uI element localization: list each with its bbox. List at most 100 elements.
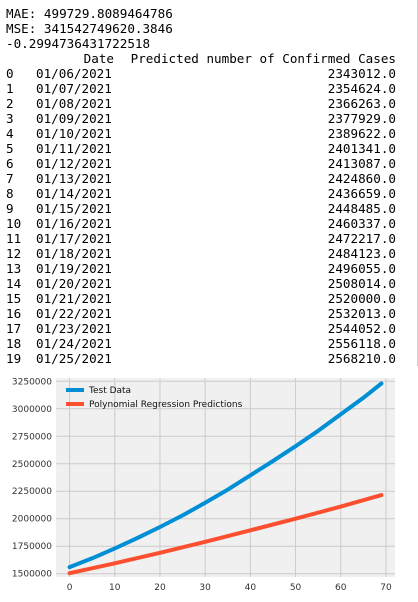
table-row: 10 01/16/2021 2460337.0 (6, 216, 418, 231)
row-date: 01/11/2021 (36, 141, 112, 156)
x-tick-label: 0 (67, 583, 73, 593)
mse-line: MSE: 341542749620.3846 (6, 21, 173, 36)
table-header: Date Predicted number of Confirmed Cases (6, 51, 418, 66)
row-predicted-value: 2568210.0 (327, 351, 396, 366)
row-predicted-value: 2366263.0 (327, 96, 396, 111)
table-row: 5 01/11/2021 2401341.0 (6, 141, 418, 156)
row-index: 18 (6, 336, 22, 351)
r2-line: -0.2994736431722518 (6, 36, 151, 51)
row-predicted-value: 2508014.0 (327, 276, 396, 291)
row-date: 01/20/2021 (36, 276, 112, 291)
row-date: 01/19/2021 (36, 261, 112, 276)
row-index: 10 (6, 216, 22, 231)
row-date: 01/12/2021 (36, 156, 112, 171)
y-tick-label: 1500000 (12, 570, 52, 580)
row-date: 01/18/2021 (36, 246, 112, 261)
table-row: 12 01/18/2021 2484123.0 (6, 246, 418, 261)
table-row: 16 01/22/2021 2532013.0 (6, 306, 418, 321)
x-tick-label: 70 (380, 583, 392, 593)
x-tick-label: 40 (245, 583, 257, 593)
row-index: 16 (6, 306, 22, 321)
table-row: 3 01/09/2021 2377929.0 (6, 111, 418, 126)
row-predicted-value: 2520000.0 (327, 291, 396, 306)
table-row: 1 01/07/2021 2354624.0 (6, 81, 418, 96)
y-tick-label: 2500000 (12, 460, 52, 470)
row-date: 01/21/2021 (36, 291, 112, 306)
row-date: 01/13/2021 (36, 171, 112, 186)
row-date: 01/24/2021 (36, 336, 112, 351)
table-row: 15 01/21/2021 2520000.0 (6, 291, 418, 306)
row-date: 01/23/2021 (36, 321, 112, 336)
table-row: 14 01/20/2021 2508014.0 (6, 276, 418, 291)
row-predicted-value: 2532013.0 (327, 306, 396, 321)
table-row: 19 01/25/2021 2568210.0 (6, 351, 418, 366)
table-row: 11 01/17/2021 2472217.0 (6, 231, 418, 246)
row-predicted-value: 2448485.0 (327, 201, 396, 216)
row-index: 8 (6, 186, 14, 201)
row-predicted-value: 2401341.0 (327, 141, 396, 156)
row-predicted-value: 2556118.0 (327, 336, 396, 351)
row-index: 15 (6, 291, 22, 306)
y-tick-label: 2750000 (12, 432, 52, 442)
row-date: 01/06/2021 (36, 66, 112, 81)
x-tick-label: 20 (154, 583, 166, 593)
row-date: 01/22/2021 (36, 306, 112, 321)
row-predicted-value: 2354624.0 (327, 81, 396, 96)
row-index: 3 (6, 111, 14, 126)
row-index: 4 (6, 126, 14, 141)
column-header-date: Date (83, 51, 114, 66)
line-chart: 0 10 20 30 40 50 60 70 1500000 1750000 2000000 2250… (12, 377, 395, 593)
cell-output: MAE: 499729.8089464786 MSE: 341542749620.… (6, 6, 418, 366)
row-index: 11 (6, 231, 22, 246)
row-predicted-value: 2472217.0 (327, 231, 396, 246)
row-predicted-value: 2544052.0 (327, 321, 396, 336)
table-body: 0 01/06/2021 2343012.0 1 01/07/2021 2354624.0… (6, 66, 418, 366)
table-row: 17 01/23/2021 2544052.0 (6, 321, 418, 336)
table-row: 8 01/14/2021 2436659.0 (6, 186, 418, 201)
row-date: 01/15/2021 (36, 201, 112, 216)
row-index: 7 (6, 171, 14, 186)
row-index: 12 (6, 246, 22, 261)
x-tick-label: 10 (109, 583, 121, 593)
row-index: 0 (6, 66, 14, 81)
row-predicted-value: 2424860.0 (327, 171, 396, 186)
y-tick-label: 2250000 (12, 487, 52, 497)
row-index: 17 (6, 321, 22, 336)
x-tick-label: 30 (199, 583, 211, 593)
row-index: 19 (6, 351, 22, 366)
row-date: 01/07/2021 (36, 81, 112, 96)
row-date: 01/08/2021 (36, 96, 112, 111)
table-row: 9 01/15/2021 2448485.0 (6, 201, 418, 216)
row-date: 01/09/2021 (36, 111, 112, 126)
row-predicted-value: 2460337.0 (327, 216, 396, 231)
y-tick-label: 3250000 (12, 377, 52, 387)
column-header-predicted: Predicted number of Confirmed Cases (130, 51, 396, 66)
row-predicted-value: 2436659.0 (327, 186, 396, 201)
row-predicted-value: 2413087.0 (327, 156, 396, 171)
table-row: 0 01/06/2021 2343012.0 (6, 66, 418, 81)
legend-label: Polynomial Regression Predictions (89, 400, 243, 410)
row-index: 2 (6, 96, 14, 111)
table-row: 7 01/13/2021 2424860.0 (6, 171, 418, 186)
row-index: 5 (6, 141, 14, 156)
row-index: 6 (6, 156, 14, 171)
table-row: 13 01/19/2021 2496055.0 (6, 261, 418, 276)
row-predicted-value: 2343012.0 (327, 66, 396, 81)
x-tick-label: 50 (290, 583, 302, 593)
row-date: 01/17/2021 (36, 231, 112, 246)
y-tick-label: 2000000 (12, 515, 52, 525)
mae-line: MAE: 499729.8089464786 (6, 6, 173, 21)
row-predicted-value: 2389622.0 (327, 126, 396, 141)
series-line-2 (67, 493, 384, 576)
x-tick-label: 60 (335, 583, 347, 593)
y-tick-label: 1750000 (12, 542, 52, 552)
series-line-1 (67, 381, 384, 570)
table-row: 4 01/10/2021 2389622.0 (6, 126, 418, 141)
table-row: 18 01/24/2021 2556118.0 (6, 336, 418, 351)
row-date: 01/10/2021 (36, 126, 112, 141)
row-date: 01/25/2021 (36, 351, 112, 366)
table-row: 6 01/12/2021 2413087.0 (6, 156, 418, 171)
row-index: 14 (6, 276, 22, 291)
legend-label: Test Data (88, 386, 131, 396)
row-date: 01/16/2021 (36, 216, 112, 231)
